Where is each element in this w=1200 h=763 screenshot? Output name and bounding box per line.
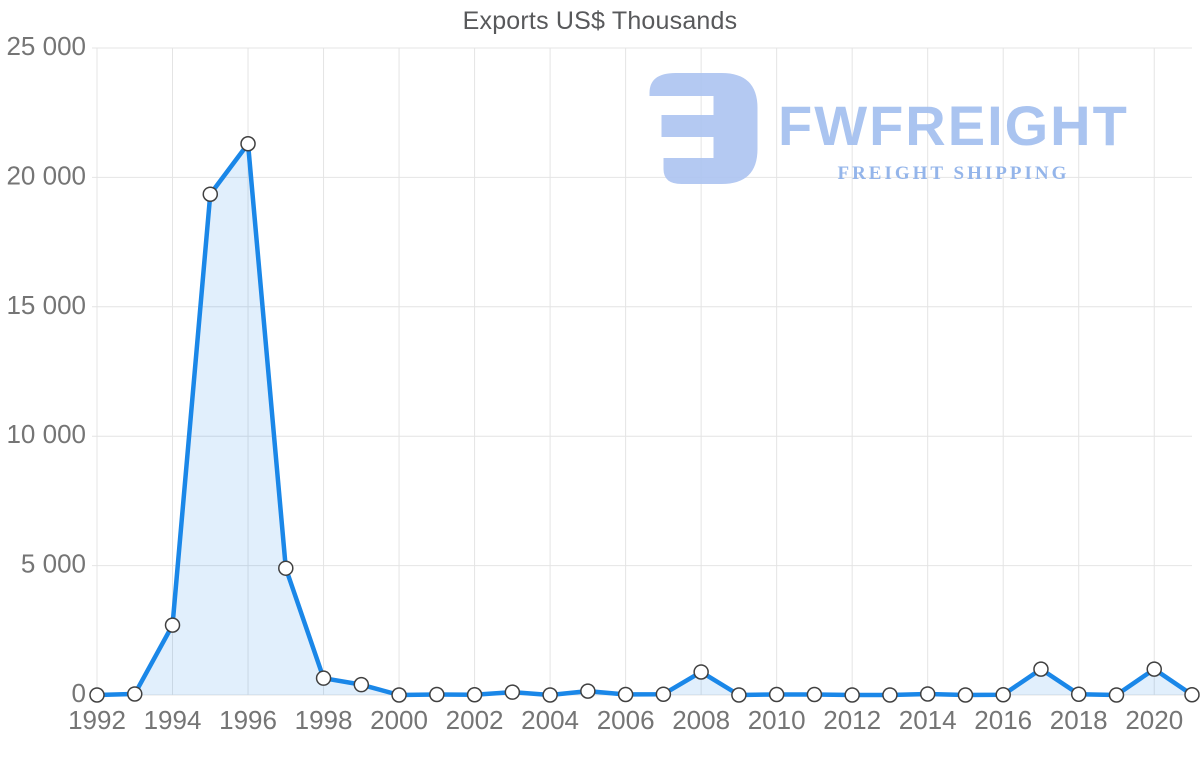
y-tick-label: 5 000	[21, 549, 86, 579]
data-point-marker[interactable]	[580, 683, 596, 699]
data-point-marker[interactable]	[1070, 686, 1087, 702]
data-point-marker[interactable]	[240, 136, 256, 152]
data-point-marker[interactable]	[768, 686, 785, 703]
data-point-marker[interactable]	[202, 186, 219, 202]
y-tick-label: 0	[72, 678, 86, 708]
data-point-marker[interactable]	[919, 686, 936, 702]
data-point-marker[interactable]	[1146, 661, 1162, 677]
chart-title: Exports US$ Thousands	[462, 7, 738, 35]
y-tick-label: 15 000	[6, 290, 86, 320]
data-point-marker[interactable]	[391, 687, 407, 703]
data-point-marker[interactable]	[542, 687, 558, 703]
axis-tick-labels: 0 5 000 10 000 15 000 20 000 25 000 1992 1994 19…	[6, 31, 1183, 735]
data-point-marker[interactable]	[693, 664, 709, 680]
data-point-marker[interactable]	[127, 686, 143, 702]
data-point-marker[interactable]	[164, 617, 181, 633]
data-point-marker[interactable]	[89, 687, 105, 703]
x-tick-label: 1998	[295, 705, 353, 735]
data-point-marker[interactable]	[1108, 687, 1125, 703]
grid-lines	[92, 47, 1192, 696]
x-tick-label: 2010	[748, 705, 806, 735]
x-tick-label: 1992	[68, 705, 126, 735]
data-point-marker[interactable]	[429, 686, 445, 703]
x-tick-label: 2004	[521, 705, 579, 735]
data-point-marker[interactable]	[278, 560, 294, 576]
x-tick-label: 2006	[597, 705, 655, 735]
series-layer	[94, 141, 1195, 698]
y-tick-label: 25 000	[6, 31, 86, 61]
data-point-marker[interactable]	[353, 676, 370, 693]
x-tick-label: 2002	[446, 705, 504, 735]
data-point-marker[interactable]	[655, 686, 672, 702]
x-tick-label: 2020	[1125, 705, 1183, 735]
x-tick-label: 2012	[823, 705, 881, 735]
x-tick-label: 2008	[672, 705, 730, 735]
x-tick-label: 1994	[144, 705, 202, 735]
data-point-marker[interactable]	[617, 686, 634, 703]
data-point-marker[interactable]	[1033, 661, 1049, 677]
data-point-marker[interactable]	[466, 686, 483, 703]
data-point-markers	[89, 136, 1200, 703]
y-tick-label: 20 000	[6, 160, 86, 190]
x-tick-label: 2000	[370, 705, 428, 735]
data-point-marker[interactable]	[957, 687, 974, 703]
data-point-marker[interactable]	[882, 687, 898, 703]
x-tick-label: 2018	[1050, 705, 1108, 735]
data-point-marker[interactable]	[504, 684, 521, 700]
data-point-marker[interactable]	[806, 686, 823, 703]
data-point-marker[interactable]	[844, 687, 860, 703]
data-point-marker[interactable]	[1184, 686, 1200, 703]
x-tick-label: 1996	[219, 705, 277, 735]
data-point-marker[interactable]	[731, 687, 747, 703]
data-point-marker[interactable]	[315, 670, 332, 686]
data-point-marker[interactable]	[995, 686, 1011, 703]
y-tick-label: 10 000	[6, 419, 86, 449]
x-tick-label: 2016	[974, 705, 1032, 735]
x-tick-label: 2014	[899, 705, 957, 735]
area-fill	[97, 143, 1192, 696]
